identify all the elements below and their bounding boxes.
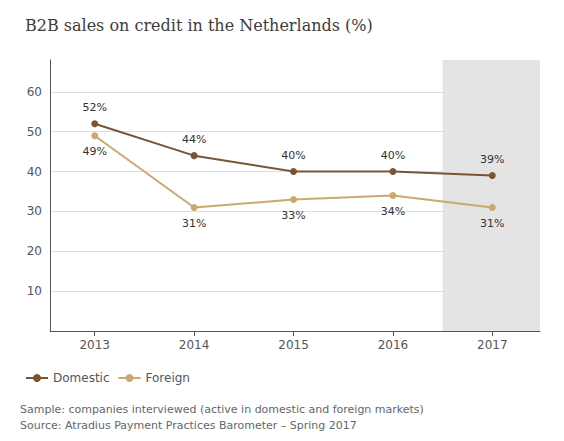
svg-text:10: 10	[27, 284, 42, 298]
svg-text:2015: 2015	[278, 338, 309, 352]
svg-text:2017: 2017	[477, 338, 508, 352]
svg-text:34%: 34%	[381, 205, 405, 218]
svg-text:52%: 52%	[82, 101, 106, 114]
svg-text:33%: 33%	[281, 209, 305, 222]
svg-text:50: 50	[27, 125, 42, 139]
svg-text:44%: 44%	[182, 133, 206, 146]
svg-text:60: 60	[27, 85, 42, 99]
svg-text:Source: Atradius Payment Pract: Source: Atradius Payment Practices Barom…	[20, 419, 357, 432]
svg-text:49%: 49%	[82, 145, 106, 158]
svg-text:Domestic: Domestic	[53, 371, 110, 385]
svg-text:2014: 2014	[179, 338, 210, 352]
svg-text:31%: 31%	[182, 217, 206, 230]
svg-text:31%: 31%	[480, 217, 504, 230]
svg-text:2016: 2016	[378, 338, 409, 352]
svg-text:39%: 39%	[480, 153, 504, 166]
svg-text:Sample: companies interviewed: Sample: companies interviewed (active in…	[20, 403, 424, 416]
svg-text:40%: 40%	[281, 149, 305, 162]
svg-text:2013: 2013	[79, 338, 110, 352]
svg-text:30: 30	[27, 204, 42, 218]
svg-text:40%: 40%	[381, 149, 405, 162]
svg-text:20: 20	[27, 244, 42, 258]
svg-text:Foreign: Foreign	[146, 371, 190, 385]
svg-text:B2B sales on credit in the Net: B2B sales on credit in the Netherlands (…	[25, 16, 373, 35]
svg-text:40: 40	[27, 165, 42, 179]
